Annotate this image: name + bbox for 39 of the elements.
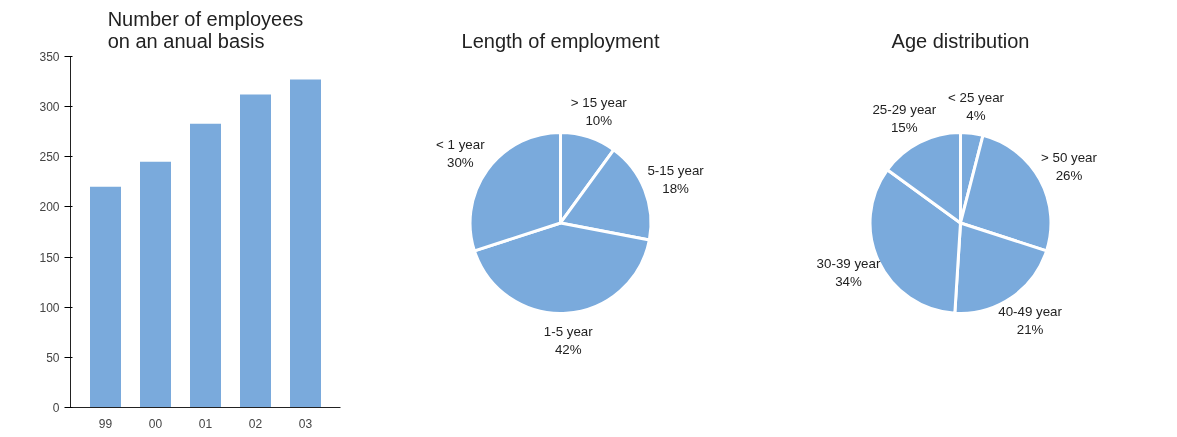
y-tick-label: 300 <box>39 100 60 115</box>
slice-label: < 1 year <box>436 137 486 153</box>
slice-label: 40-49 year <box>998 303 1063 319</box>
data-label: 10% <box>585 112 613 128</box>
bar <box>90 186 121 408</box>
x-tick-label: 01 <box>198 416 213 431</box>
data-label: 21% <box>1016 321 1044 337</box>
y-tick-label: 250 <box>39 150 60 165</box>
slice-label: 5-15 year <box>647 163 705 179</box>
x-tick-label: 99 <box>98 416 113 431</box>
bar <box>190 123 221 408</box>
y-tick-label: 0 <box>52 401 60 415</box>
y-tick-label: 350 <box>39 50 60 64</box>
slice-label: 25-29 year <box>872 101 937 117</box>
x-tick-label: 00 <box>148 416 163 431</box>
chart-title: Length of employment <box>461 29 660 52</box>
bar <box>140 161 171 408</box>
data-label: 4% <box>966 107 986 123</box>
y-tick-label: 50 <box>46 350 60 365</box>
data-label: 34% <box>835 274 862 290</box>
data-label: 30% <box>447 155 474 171</box>
data-label: 18% <box>662 181 690 197</box>
slice-label: < 25 year <box>948 89 1005 105</box>
x-tick-label: 03 <box>298 416 313 431</box>
slice-label: 1-5 year <box>543 323 594 339</box>
data-label: 15% <box>890 119 918 135</box>
y-tick-label: 100 <box>39 300 60 315</box>
bar <box>240 94 271 408</box>
y-tick-label: 200 <box>39 200 60 215</box>
slice-label: 30-39 year <box>816 256 881 272</box>
y-tick-label: 150 <box>39 250 60 265</box>
data-label: 26% <box>1055 167 1083 183</box>
slice-label: > 50 year <box>1041 149 1098 165</box>
x-tick-label: 02 <box>248 416 263 431</box>
data-label: 42% <box>554 341 582 357</box>
bar <box>290 79 321 408</box>
slice-label: > 15 year <box>570 94 628 110</box>
chart-title: Number of employees on an anual basis <box>107 7 304 52</box>
chart-title: Age distribution <box>891 29 1030 52</box>
